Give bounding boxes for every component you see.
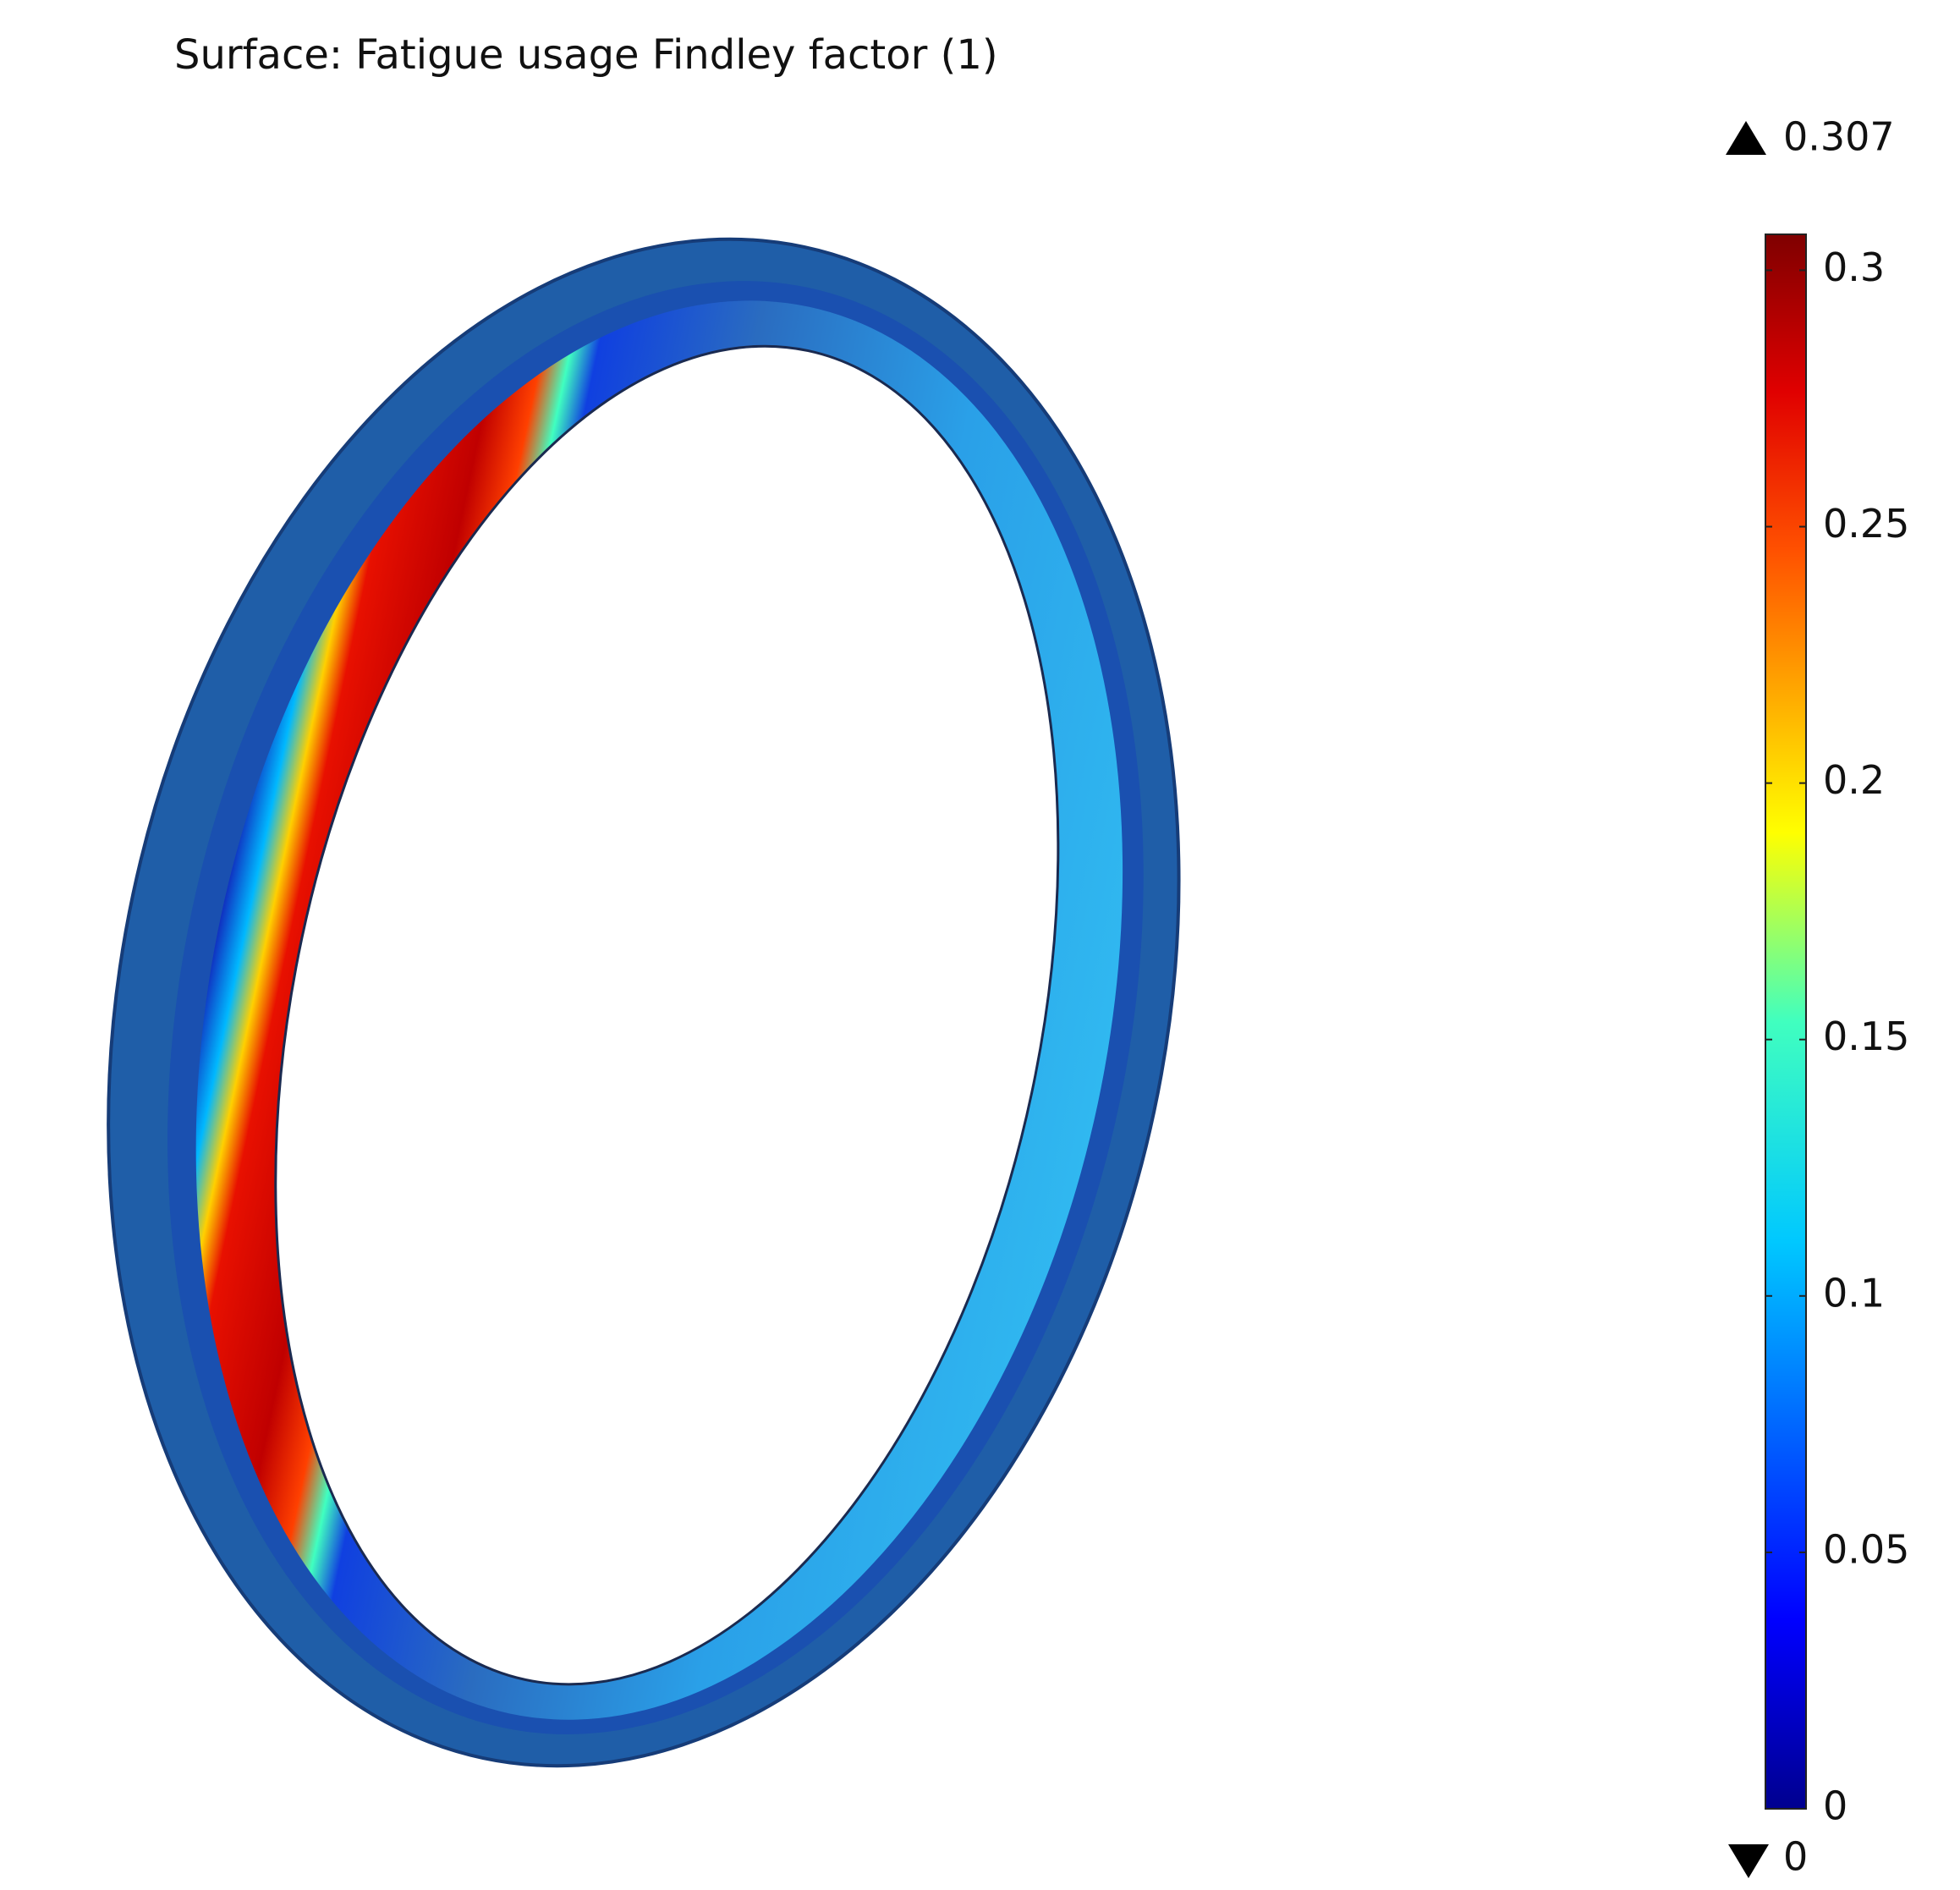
min-marker (1728, 1844, 1769, 1878)
y-tick-label: 0.25 (1823, 501, 1909, 547)
y-tick-label: 0 (1823, 1783, 1847, 1829)
ring-hole (274, 344, 1060, 1686)
y-tick-label: 0.2 (1823, 757, 1885, 803)
colorbar (1765, 234, 1807, 1810)
colorbar-min-label: 0 (1783, 1834, 1808, 1880)
y-tick-label: 0.3 (1823, 244, 1885, 290)
max-marker (1726, 121, 1766, 155)
chart-title: Surface: Fatigue usage Findley factor (1… (174, 31, 998, 79)
y-tick-label: 0.1 (1823, 1270, 1885, 1316)
colorbar-max-label: 0.307 (1783, 114, 1895, 160)
ring-model (107, 237, 1181, 1768)
y-tick-label: 0.15 (1823, 1014, 1909, 1059)
y-tick-label: 0.05 (1823, 1526, 1909, 1572)
